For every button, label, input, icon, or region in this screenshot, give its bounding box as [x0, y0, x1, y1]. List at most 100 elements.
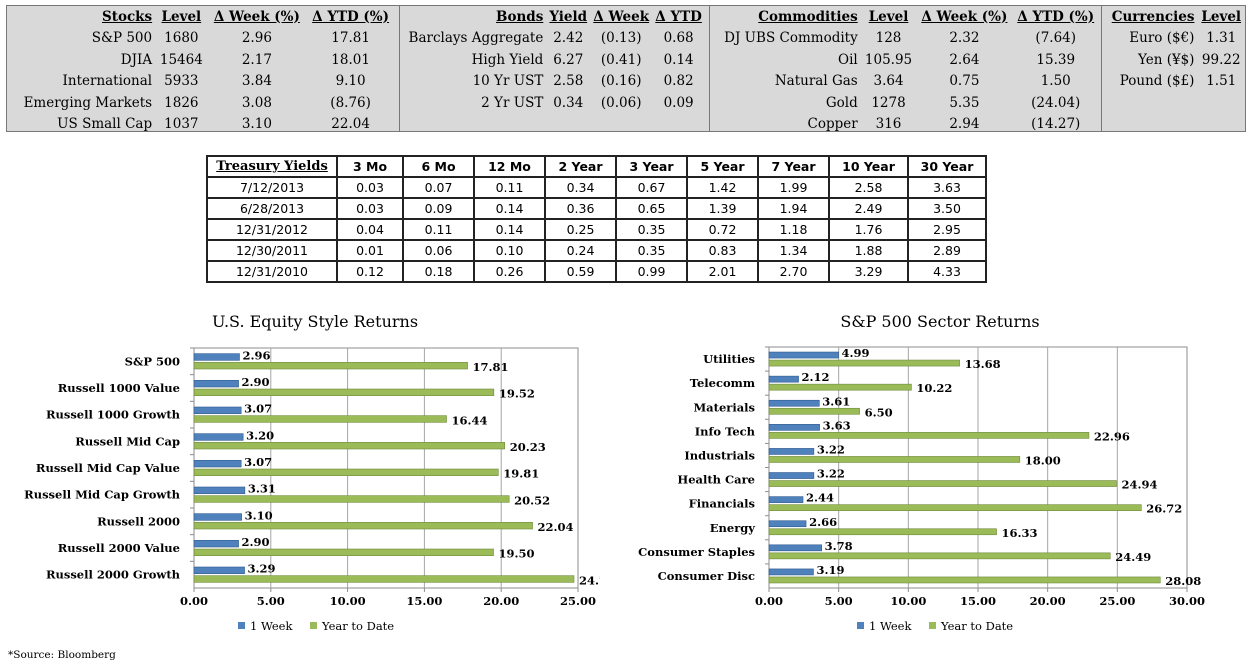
data-label-ytd: 16.33	[1002, 526, 1038, 540]
bonds-cell: 0.68	[663, 30, 694, 47]
treasury-yield: 0.14	[473, 197, 546, 220]
bar-1-week	[193, 353, 240, 361]
treasury-yield: 1.42	[686, 176, 759, 199]
commodities-cell: 2.94	[949, 116, 980, 133]
currencies-table: Currencies Level Euro ($€) 1.31 Yen (¥$) 99.2…	[1105, 6, 1245, 135]
legend-swatch-ytd	[929, 622, 936, 629]
category-label: Russell 2000	[97, 514, 180, 528]
treasury-yield: 1.39	[686, 197, 759, 220]
currencies-header: Currencies	[1111, 8, 1195, 25]
currencies-cell: 1.31	[1206, 30, 1237, 47]
treasury-yield: 1.99	[757, 176, 830, 199]
bar-1-week	[768, 496, 804, 503]
currencies-header: Level	[1201, 8, 1242, 25]
bonds-cell: (0.41)	[600, 51, 642, 68]
category-label: Info Tech	[695, 424, 756, 438]
stocks-cell: 2.96	[241, 30, 272, 47]
bonds-cell: 0.34	[553, 94, 584, 111]
currencies-row: Euro ($€) 1.31	[1105, 28, 1245, 50]
bar-year-to-date	[193, 575, 575, 583]
category-label: Financials	[689, 497, 755, 511]
bar-1-week	[193, 486, 246, 494]
bar-year-to-date	[193, 495, 510, 503]
bar-year-to-date	[768, 480, 1117, 487]
category-label: Health Care	[677, 473, 755, 487]
treasury-row: 12/31/2012 0.04 0.11 0.14 0.25 0.35 0.72 1.18 1.…	[206, 218, 987, 241]
treasury-yield: 0.24	[544, 239, 617, 262]
treasury-yield: 3.50	[907, 197, 987, 220]
stocks-cell: International	[62, 73, 153, 90]
x-tick-label: 10.00	[330, 594, 366, 608]
data-label-1-week: 2.66	[809, 515, 837, 529]
bar-1-week	[193, 540, 239, 548]
bar-year-to-date	[193, 388, 495, 396]
treasury-yield: 0.18	[402, 260, 475, 283]
treasury-row: 6/28/2013 0.03 0.09 0.14 0.36 0.65 1.39 1.94 2.4…	[206, 197, 987, 220]
category-label: Russell Mid Cap	[75, 434, 180, 448]
bar-year-to-date	[193, 362, 468, 370]
stocks-cell: 9.10	[335, 73, 366, 90]
treasury-header: 6 Mo	[402, 155, 475, 178]
bar-year-to-date	[768, 504, 1142, 511]
data-label-ytd: 24.49	[1115, 550, 1151, 564]
treasury-yield: 0.09	[402, 197, 475, 220]
data-label-ytd: 26.72	[1146, 502, 1182, 516]
commodities-cell: Oil	[838, 51, 858, 68]
commodities-header: Δ YTD (%)	[1017, 8, 1095, 25]
commodities-cell: 1278	[871, 94, 906, 111]
treasury-yield: 2.49	[828, 197, 909, 220]
stocks-cell: 2.17	[241, 51, 272, 68]
currencies-cell: 1.51	[1206, 73, 1237, 90]
chart-title: U.S. Equity Style Returns	[212, 312, 418, 331]
stocks-row: International 5933 3.84 9.10	[11, 71, 395, 93]
data-label-1-week: 3.22	[817, 467, 845, 481]
x-tick-label: 15.00	[406, 594, 442, 608]
data-label-ytd: 19.52	[499, 387, 535, 401]
bar-1-week	[768, 544, 822, 552]
stocks-cell: 3.08	[241, 94, 272, 111]
stocks-row: US Small Cap 1037 3.10 22.04	[11, 114, 395, 136]
data-label-1-week: 3.07	[244, 455, 272, 469]
treasury-yield: 0.11	[402, 218, 475, 241]
source-note: *Source: Bloomberg	[8, 649, 116, 661]
stocks-row: DJIA 15464 2.17 18.01	[11, 49, 395, 71]
treasury-yield: 0.35	[615, 239, 688, 262]
treasury-yield: 0.25	[544, 218, 617, 241]
x-tick-label: 20.00	[1030, 594, 1066, 608]
bonds-cell: Barclays Aggregate	[408, 30, 544, 47]
data-label-1-week: 3.20	[246, 428, 274, 442]
commodities-cell: Natural Gas	[774, 73, 858, 90]
stocks-cell: 3.84	[241, 73, 272, 90]
chart-title: S&P 500 Sector Returns	[840, 312, 1039, 331]
data-label-1-week: 3.61	[822, 394, 850, 408]
treasury-yield: 0.83	[686, 239, 759, 262]
currencies-cell: 99.22	[1201, 51, 1241, 68]
data-label-ytd: 24.74	[579, 573, 600, 587]
bar-year-to-date	[193, 522, 533, 530]
commodities-row: DJ UBS Commodity 128 2.32 (7.64)	[715, 28, 1099, 50]
commodities-header: Level	[868, 8, 909, 25]
legend-label: 1 Week	[250, 619, 293, 633]
data-label-ytd: 22.04	[538, 520, 574, 534]
bar-1-week	[768, 472, 815, 479]
stocks-cell: 15464	[159, 51, 203, 68]
bonds-cell: 2 Yr UST	[481, 94, 544, 111]
treasury-yield: 0.67	[615, 176, 688, 199]
category-label: Russell 1000 Value	[58, 381, 180, 395]
treasury-yield: 2.01	[686, 260, 759, 283]
currencies-cell: Yen (¥$)	[1138, 51, 1195, 68]
data-label-ytd: 28.08	[1165, 574, 1201, 588]
data-label-1-week: 2.44	[806, 491, 834, 505]
category-label: Energy	[710, 521, 756, 535]
bonds-cell: (0.16)	[600, 73, 642, 90]
data-label-1-week: 4.99	[842, 346, 870, 360]
commodities-cell: (7.64)	[1035, 30, 1077, 47]
data-label-ytd: 16.44	[452, 413, 488, 427]
commodities-cell: Copper	[807, 116, 858, 133]
treasury-date: 12/30/2011	[206, 239, 338, 262]
bar-1-week	[193, 460, 242, 468]
data-label-ytd: 10.22	[916, 381, 952, 395]
stocks-cell: 3.10	[241, 116, 272, 133]
bonds-cell: (0.13)	[600, 30, 642, 47]
divider	[1101, 6, 1102, 131]
